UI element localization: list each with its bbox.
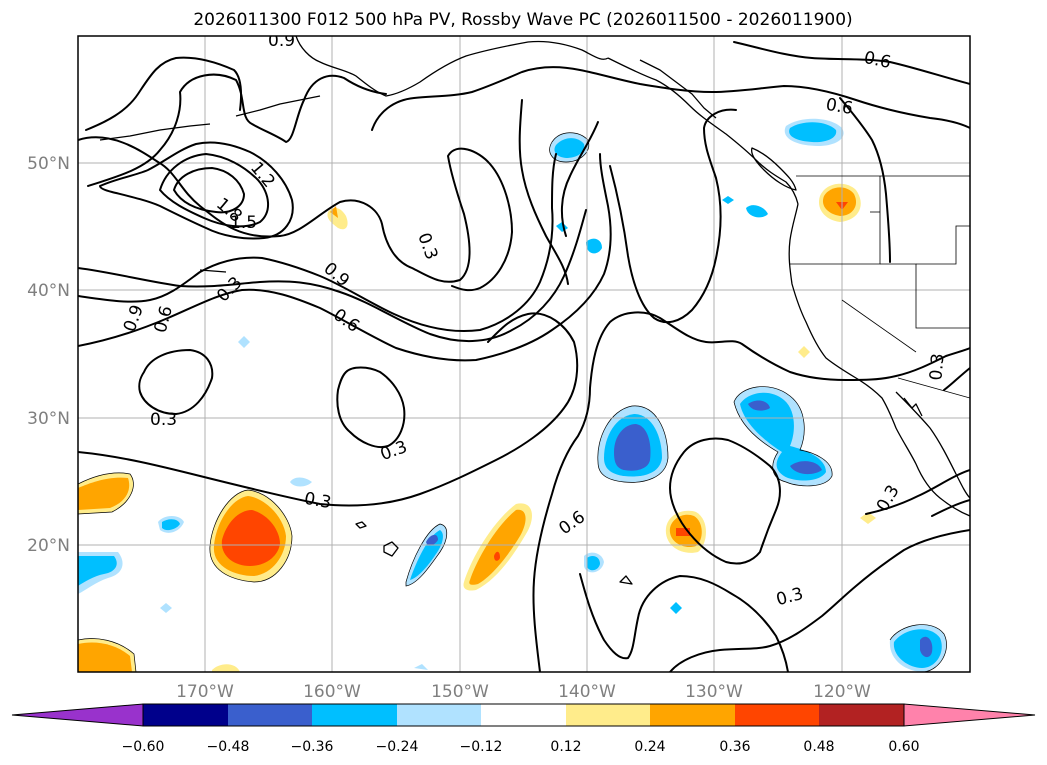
negative-anomaly-east — [734, 386, 833, 486]
colorbar-tick-label: 0.36 — [719, 739, 750, 755]
positive-anomaly-oregon — [818, 183, 861, 222]
lat-tick-label: 40°N — [27, 281, 70, 301]
lat-tick-label: 20°N — [27, 536, 70, 556]
contour-0.3-east-coast — [839, 97, 891, 263]
contour-0.6-ring-south — [669, 437, 781, 565]
negative-anomaly-hawaii — [406, 524, 447, 586]
colorbar-bin — [566, 704, 650, 726]
colorbar-bin — [481, 704, 566, 726]
vancouver-island — [750, 147, 797, 191]
negative-anomaly-northwest — [549, 132, 589, 162]
positive-anomaly-southwest-corner — [78, 638, 136, 672]
positive-anomaly-west-edge — [78, 472, 134, 514]
contour-0.6-north — [85, 56, 243, 131]
negative-anomaly-small-2 — [586, 238, 602, 254]
lon-tick-label: 170°W — [176, 682, 234, 702]
contour-0.3-east-2 — [931, 499, 970, 517]
map-title: 2026011300 F012 500 hPa PV, Rossby Wave … — [193, 10, 852, 30]
colorbar-extend-max — [903, 703, 1036, 727]
contour-0.3-southeast — [669, 529, 970, 672]
colorbar-bin — [397, 704, 481, 726]
contour-0.3-south — [579, 573, 789, 672]
contour-0.3-inner — [518, 99, 569, 285]
contour-label: 0.3 — [303, 489, 333, 513]
positive-anomaly-central — [463, 503, 532, 591]
contour-0.3-ring-west — [138, 349, 214, 415]
lon-tick-label: 130°W — [685, 682, 743, 702]
negative-anomaly-small-6 — [587, 556, 600, 571]
colorbar-bin — [228, 704, 312, 726]
contour-0.3-ring-mid — [336, 366, 406, 448]
contour-0.3-coast — [560, 121, 599, 237]
hawaii-islands — [383, 541, 399, 557]
contour-label: 0.3 — [150, 410, 177, 430]
colorbar-tick-label: −0.60 — [122, 739, 165, 755]
negative-anomaly-southwest — [78, 552, 123, 594]
contour-0.3-far-east — [943, 367, 970, 391]
negative-anomaly-canada — [784, 118, 844, 146]
contour-0.3-central — [78, 312, 579, 507]
contour-label: 0.6 — [824, 95, 854, 119]
negative-anomaly-central — [597, 405, 668, 483]
lat-tick-label: 30°N — [27, 409, 70, 429]
colorbar-bin — [650, 704, 735, 726]
colorbar-tick-label: 0.12 — [550, 739, 581, 755]
colorbar-tick-label: −0.36 — [291, 739, 334, 755]
lon-tick-label: 150°W — [431, 682, 489, 702]
contour-0.6-mid — [78, 153, 612, 362]
plot-area: 0.9 0.6 0.6 1.2 1.8 1.5 0.3 0.9 0.6 0.3 … — [78, 31, 970, 672]
contour-label: 0.9 — [268, 31, 295, 51]
contour-0.3-north — [78, 136, 513, 292]
contour-0.6-north-east — [371, 66, 970, 131]
contour-0.9-north — [87, 73, 387, 187]
colorbar-bin — [819, 704, 904, 726]
lon-tick-label: 140°W — [558, 682, 616, 702]
pv-contours — [78, 41, 970, 672]
contour-label: 0.3 — [926, 353, 948, 382]
colorbar-bin — [143, 704, 228, 726]
shaded-anomalies — [78, 118, 947, 672]
lat-tick-label: 50°N — [27, 154, 70, 174]
colorbar-tick-label: −0.48 — [207, 739, 250, 755]
contour-0.9-mid — [78, 153, 557, 333]
contour-1.5 — [159, 153, 269, 228]
coastlines — [99, 36, 970, 585]
contour-0.3-tongue — [609, 108, 737, 324]
colorbar-extend-min — [11, 703, 144, 727]
colorbar-bin — [735, 704, 819, 726]
lon-tick-label: 160°W — [303, 682, 361, 702]
longitude-labels: 170°W 160°W 150°W 140°W 130°W 120°W — [176, 682, 871, 702]
colorbar-tick-label: 0.60 — [888, 739, 919, 755]
positive-anomaly-west-hawaii — [209, 490, 292, 582]
colorbar-tick-label: −0.12 — [460, 739, 503, 755]
negative-anomaly-small-1 — [746, 205, 768, 218]
gridlines — [78, 36, 970, 672]
us-west-coast — [788, 203, 970, 517]
colorbar-tick-label: 0.48 — [803, 739, 834, 755]
colorbar-bin — [312, 704, 397, 726]
colorbar-frame — [142, 703, 905, 727]
negative-anomaly-small-4 — [162, 519, 180, 531]
alaska-coast — [295, 36, 609, 97]
negative-anomaly-southeast — [889, 624, 947, 672]
colorbar-tick-label: 0.24 — [634, 739, 665, 755]
contour-1.8 — [173, 167, 245, 214]
bc-coast — [607, 57, 799, 205]
lon-tick-label: 120°W — [813, 682, 871, 702]
colorbar: −0.60 −0.48 −0.36 −0.24 −0.12 0.12 0.24 … — [11, 703, 1036, 755]
contour-0.6-north-east-2 — [733, 41, 970, 85]
colorbar-tick-label: −0.24 — [376, 739, 419, 755]
contour-1.2 — [99, 141, 294, 240]
contour-label: 1.5 — [230, 213, 257, 233]
plot-frame — [77, 35, 971, 673]
latitude-labels: 50°N 40°N 30°N 20°N — [27, 154, 70, 556]
contour-0.3-east — [865, 469, 970, 515]
